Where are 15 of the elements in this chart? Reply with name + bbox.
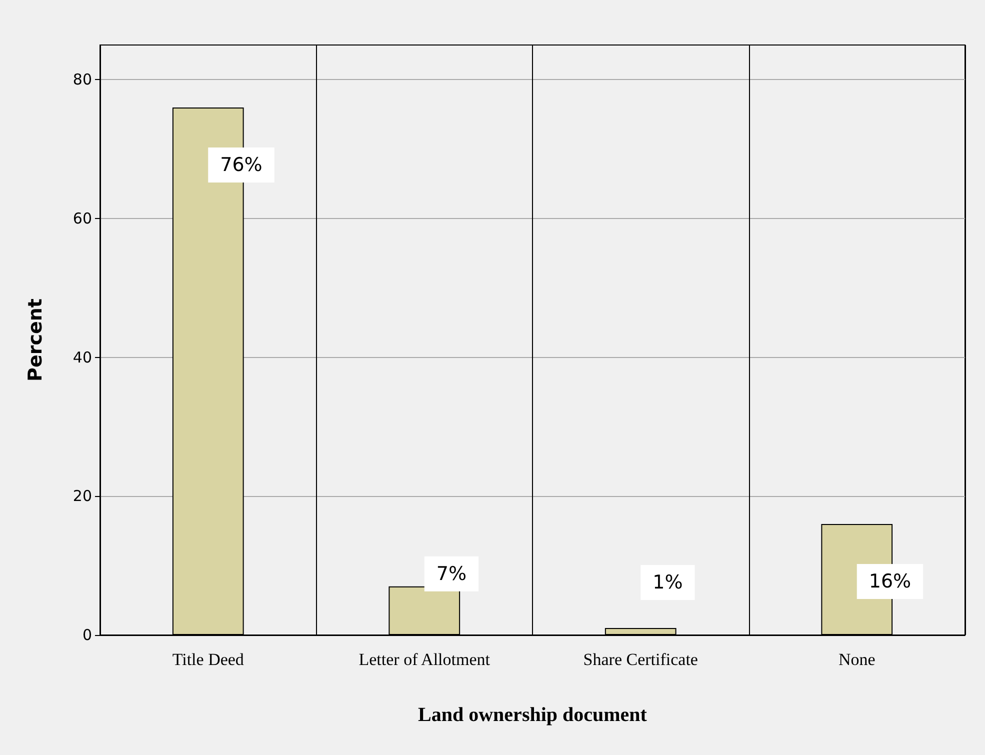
y-tick-label: 80: [72, 70, 92, 89]
data-label: 16%: [868, 570, 912, 592]
y-tick-label: 40: [72, 348, 92, 366]
data-label: 1%: [652, 572, 683, 594]
x-tick-label: Share Certificate: [583, 650, 698, 669]
x-axis-title: Land ownership document: [418, 704, 648, 726]
data-label: 7%: [436, 562, 467, 585]
x-tick-label: Title Deed: [172, 650, 244, 669]
x-tick-label: Letter of Allotment: [358, 650, 490, 669]
y-tick-label: 0: [82, 626, 92, 644]
x-tick-label: None: [838, 650, 876, 669]
data-label: 76%: [220, 154, 262, 176]
y-tick-label: 20: [72, 487, 92, 506]
y-axis-title: Percent: [24, 298, 46, 382]
y-tick-label: 60: [72, 210, 92, 228]
